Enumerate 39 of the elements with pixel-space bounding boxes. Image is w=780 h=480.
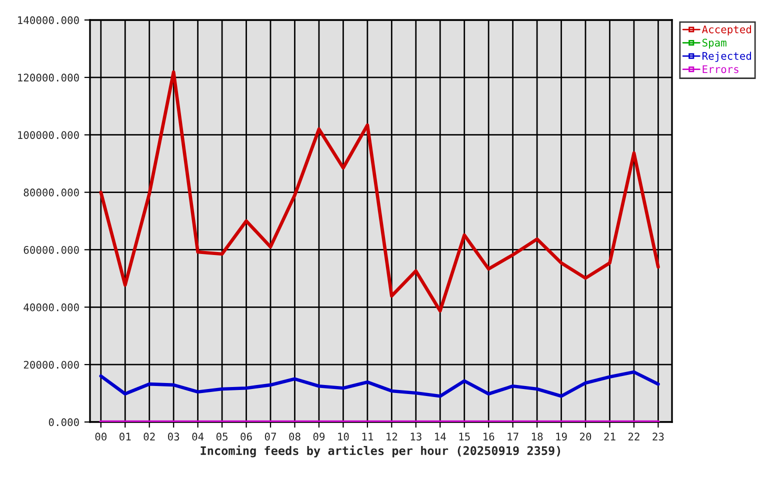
x-tick-label: 12	[386, 432, 398, 440]
x-tick-label: 03	[168, 432, 180, 441]
x-tick-label: 13	[410, 432, 422, 441]
x-tick-label: 05	[216, 432, 228, 441]
x-tick-label: 00	[95, 432, 106, 441]
legend-label: Rejected	[702, 52, 751, 62]
line-series	[99, 70, 660, 313]
x-tick-label: 11	[362, 432, 373, 440]
x-tick-label: 17	[508, 432, 518, 440]
x-tick-label: 15	[459, 432, 470, 441]
x-tick-label: 18	[532, 432, 543, 441]
y-tick-label: 100000.000	[18, 131, 79, 139]
x-tick-label: 09	[313, 432, 325, 441]
x-tick-label: 20	[580, 432, 592, 441]
x-axis-title: Incoming feeds by articles per hour (20250919 2359)	[200, 445, 560, 458]
y-tick-label: 140000.000	[18, 16, 79, 24]
x-tick-label: 04	[192, 432, 204, 441]
x-tick-label: 07	[264, 432, 276, 441]
x-tick-label: 23	[652, 432, 664, 441]
legend-label: Errors	[702, 65, 738, 74]
x-tick-label: 10	[338, 432, 349, 441]
x-tick-label: 08	[289, 432, 300, 441]
y-tick-label: 80000.000	[24, 188, 79, 196]
y-tick-label: 120000.000	[18, 74, 79, 82]
line-series	[99, 370, 660, 398]
legend-label: Spam	[702, 38, 726, 49]
x-tick-label: 19	[556, 432, 567, 441]
y-tick-label: 60000.000	[24, 246, 79, 254]
x-tick-label: 01	[120, 432, 131, 441]
x-tick-label: 22	[628, 432, 640, 440]
y-tick-label: 0.000	[48, 418, 79, 426]
x-tick-label: 02	[144, 432, 155, 441]
x-tick-label: 21	[604, 432, 616, 440]
x-tick-label: 06	[240, 432, 252, 441]
y-tick-label: 20000.000	[24, 360, 79, 369]
x-tick-label: 16	[484, 432, 494, 441]
legend-label: Accepted	[702, 25, 751, 36]
y-tick-label: 40000.000	[24, 303, 79, 312]
x-tick-label: 14	[435, 432, 446, 440]
